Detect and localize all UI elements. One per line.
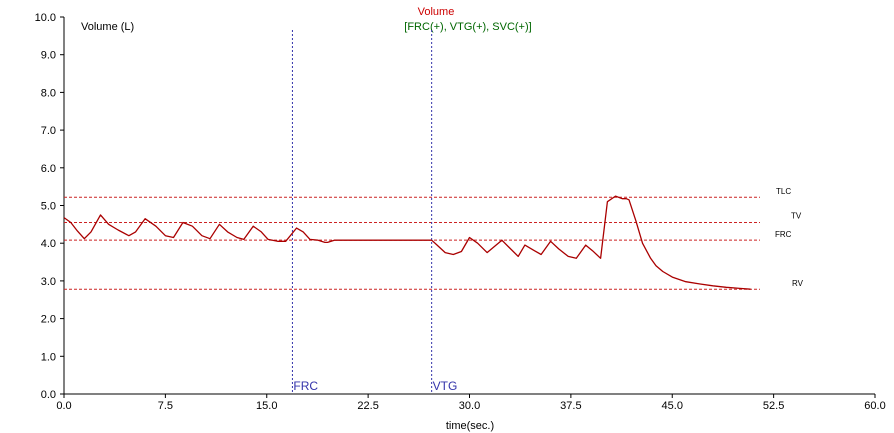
reference-label-tlc: TLC	[776, 187, 791, 196]
marker-label-frc: FRC	[293, 379, 318, 393]
y-tick-label: 1.0	[41, 351, 56, 363]
reference-label-rv: RV	[792, 279, 804, 288]
y-tick-label: 4.0	[41, 238, 56, 250]
volume-trace	[63, 195, 751, 290]
chart-title: Volume	[418, 6, 455, 18]
y-axis-label: Volume (L)	[81, 21, 134, 33]
x-tick-label: 7.5	[158, 400, 173, 412]
x-tick-label: 60.0	[864, 400, 885, 412]
x-axis-label: time(sec.)	[446, 420, 494, 432]
x-tick-label: 15.0	[256, 400, 277, 412]
reference-label-tv: TV	[791, 211, 802, 220]
x-tick-label: 52.5	[763, 400, 784, 412]
x-tick-label: 30.0	[459, 400, 480, 412]
x-tick-label: 37.5	[560, 400, 581, 412]
marker-label-vtg: VTG	[433, 379, 458, 393]
y-tick-label: 3.0	[41, 276, 56, 288]
y-tick-label: 2.0	[41, 314, 56, 326]
y-tick-label: 9.0	[41, 50, 56, 62]
y-tick-label: 10.0	[35, 12, 56, 24]
x-tick-label: 45.0	[662, 400, 683, 412]
y-tick-label: 0.0	[41, 389, 56, 401]
reference-label-frc: FRC	[775, 230, 792, 239]
y-tick-label: 5.0	[41, 201, 56, 213]
y-tick-label: 6.0	[41, 163, 56, 175]
x-tick-label: 0.0	[56, 400, 71, 412]
y-tick-label: 8.0	[41, 87, 56, 99]
x-tick-label: 22.5	[357, 400, 378, 412]
chart-subtitle: [FRC(+), VTG(+), SVC(+)]	[404, 21, 531, 33]
y-tick-label: 7.0	[41, 125, 56, 137]
